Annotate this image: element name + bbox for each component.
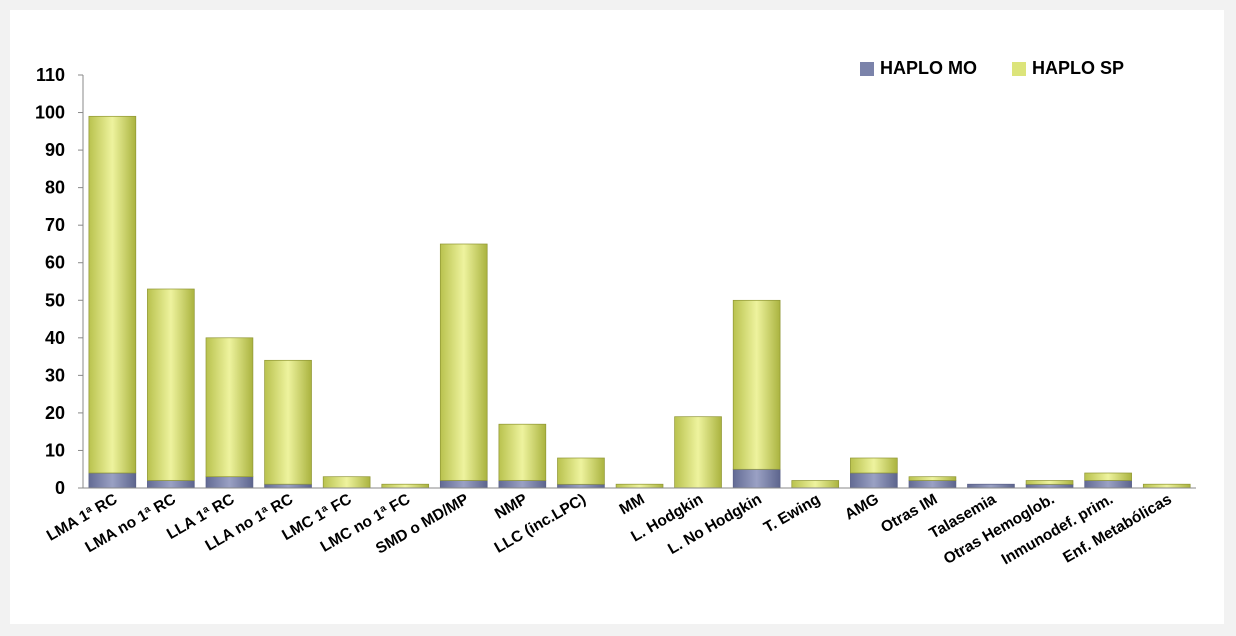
bar-haplo-mo xyxy=(967,483,1015,489)
legend-swatch-haplo-mo xyxy=(860,61,874,76)
y-axis-ticks: 0 10 20 30 40 50 60 70 80 90 100 110 xyxy=(35,65,83,498)
x-tick-label: MM xyxy=(617,491,648,519)
x-tick-label: NMP xyxy=(492,491,530,523)
y-tick-label: 30 xyxy=(45,365,65,385)
bar-haplo-mo xyxy=(732,468,781,489)
bar-haplo-sp xyxy=(1084,472,1132,481)
legend-item-haplo-mo: HAPLO MO xyxy=(860,58,977,79)
bar-haplo-sp xyxy=(850,457,898,474)
bar-haplo-mo xyxy=(557,483,605,489)
legend-label-haplo-mo: HAPLO MO xyxy=(880,58,977,78)
bar-haplo-sp xyxy=(88,115,137,474)
bar-haplo-sp xyxy=(674,416,722,489)
bar-haplo-mo xyxy=(850,472,898,489)
bar-haplo-sp xyxy=(1142,483,1191,489)
bar-haplo-sp xyxy=(908,476,957,481)
legend-swatch-haplo-sp xyxy=(1012,61,1026,76)
legend-label-haplo-sp: HAPLO SP xyxy=(1032,58,1125,78)
bar-haplo-sp xyxy=(205,337,254,478)
y-tick-label: 20 xyxy=(45,403,65,423)
y-tick-label: 50 xyxy=(45,290,65,310)
y-tick-label: 40 xyxy=(45,328,65,348)
bar-haplo-mo xyxy=(264,483,312,489)
bar-haplo-mo xyxy=(1025,483,1074,489)
y-tick-label: 110 xyxy=(36,65,65,85)
bar-haplo-sp xyxy=(147,288,195,481)
y-tick-label: 0 xyxy=(55,478,65,498)
bar-haplo-mo xyxy=(147,480,195,489)
bar-haplo-mo xyxy=(908,480,957,489)
bar-haplo-sp xyxy=(615,483,664,489)
legend-item-haplo-sp: HAPLO SP xyxy=(1012,58,1124,79)
bar-haplo-mo xyxy=(205,476,254,489)
bar-haplo-sp xyxy=(732,299,781,470)
chart-area xyxy=(10,10,1224,624)
x-tick-label: AMG xyxy=(842,491,882,524)
bar-haplo-sp xyxy=(1025,480,1074,485)
bar-haplo-mo xyxy=(88,472,137,489)
bar-haplo-mo xyxy=(1084,480,1132,489)
bar-haplo-sp xyxy=(439,243,488,481)
legend: HAPLO MO HAPLO SP xyxy=(832,40,1147,97)
y-tick-label: 70 xyxy=(45,215,65,235)
x-tick-label: T. Ewing xyxy=(761,491,823,537)
y-tick-label: 90 xyxy=(45,140,65,160)
y-tick-label: 10 xyxy=(45,440,65,460)
bar-haplo-sp xyxy=(381,483,430,489)
y-tick-label: 100 xyxy=(35,103,65,123)
y-tick-label: 60 xyxy=(45,253,65,273)
x-tick-label: Enf. Metabólicas xyxy=(1060,491,1174,567)
bar-haplo-sp xyxy=(264,359,312,485)
bar-haplo-mo xyxy=(498,480,547,489)
bar-haplo-sp xyxy=(498,423,547,481)
y-tick-label: 80 xyxy=(45,178,65,198)
bars xyxy=(88,115,1191,489)
bar-haplo-sp xyxy=(791,480,840,489)
bar-haplo-sp xyxy=(322,476,371,489)
bar-haplo-sp xyxy=(557,457,605,485)
bar-haplo-mo xyxy=(439,480,488,489)
